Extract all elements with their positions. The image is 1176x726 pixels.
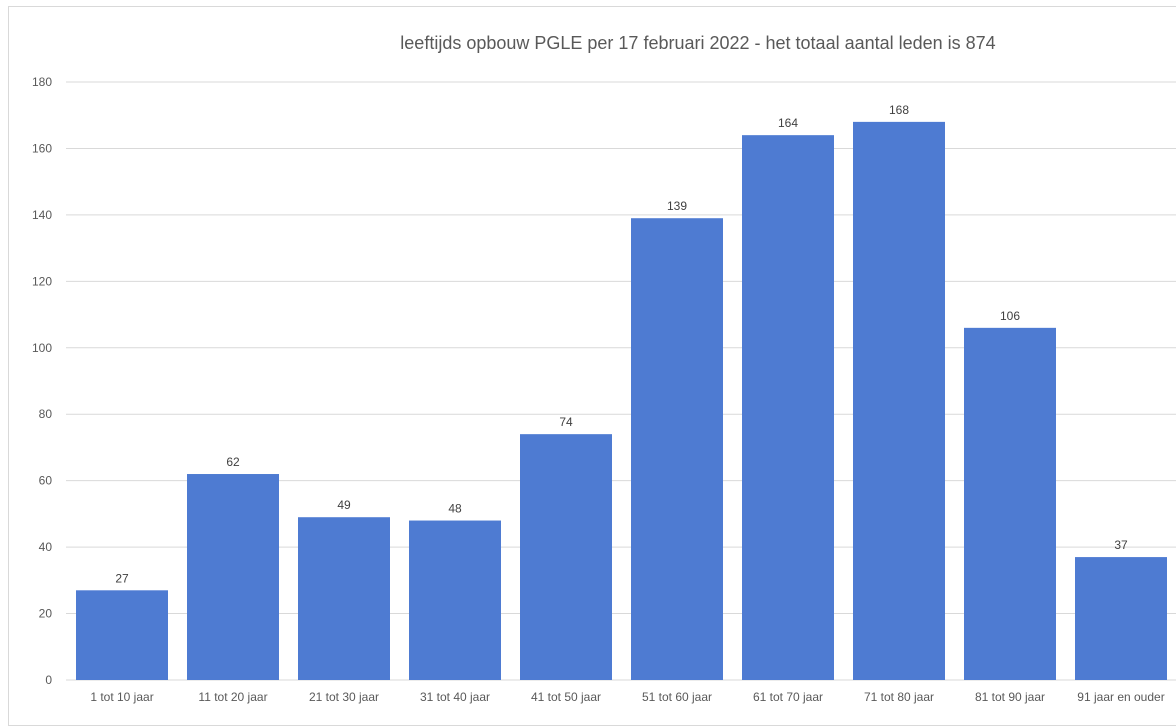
data-label: 74 [559,415,573,429]
data-label: 106 [1000,309,1020,323]
bars [76,121,1167,681]
bar [742,135,834,681]
data-labels: 27 62 49 48 74 139 164 168 106 37 [115,103,1128,585]
x-tick-label: 51 tot 60 jaar [642,690,712,704]
x-tick-label: 31 tot 40 jaar [420,690,490,704]
x-tick-label: 71 tot 80 jaar [864,690,934,704]
y-tick-label: 140 [32,208,52,222]
y-tick-label: 0 [45,673,52,687]
data-label: 168 [889,103,909,117]
y-tick-label: 160 [32,141,52,155]
x-axis-ticks: 1 tot 10 jaar 11 tot 20 jaar 21 tot 30 jaa… [90,690,1164,704]
x-tick-label: 1 tot 10 jaar [90,690,153,704]
bar [409,520,501,680]
y-tick-label: 180 [32,75,52,89]
y-tick-label: 120 [32,274,52,288]
chart-title: leeftijds opbouw PGLE per 17 februari 20… [400,33,995,53]
data-label: 164 [778,116,798,130]
data-label: 139 [667,199,687,213]
data-label: 27 [115,571,129,585]
x-tick-label: 91 jaar en ouder [1077,690,1164,704]
bar [76,590,168,680]
bar [631,218,723,680]
y-tick-label: 60 [39,474,53,488]
y-tick-label: 20 [39,607,53,621]
y-tick-label: 80 [39,407,53,421]
x-tick-label: 81 tot 90 jaar [975,690,1045,704]
x-tick-label: 61 tot 70 jaar [753,690,823,704]
x-tick-label: 11 tot 20 jaar [198,690,267,704]
data-label: 48 [448,502,462,516]
data-label: 37 [1114,538,1128,552]
bar [298,517,390,680]
bar [853,121,945,680]
bar [187,474,279,680]
data-label: 49 [337,498,351,512]
data-label: 62 [226,455,240,469]
x-tick-label: 41 tot 50 jaar [531,690,601,704]
bar [1075,557,1167,680]
y-tick-label: 40 [39,540,53,554]
y-tick-label: 100 [32,341,52,355]
y-axis-ticks: 0 20 40 60 80 100 120 140 160 180 [32,75,52,687]
x-tick-label: 21 tot 30 jaar [309,690,379,704]
bar [520,434,612,680]
bar [964,327,1056,680]
